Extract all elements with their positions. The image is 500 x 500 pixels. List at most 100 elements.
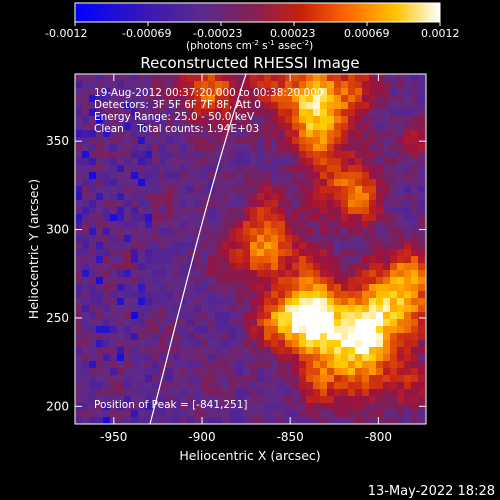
heatmap-cell	[82, 130, 90, 138]
heatmap-cell	[138, 172, 146, 180]
heatmap-cell	[96, 116, 104, 124]
heatmap-cell	[82, 375, 90, 383]
heatmap-cell	[355, 410, 363, 418]
heatmap-cell	[89, 340, 97, 348]
heatmap-cell	[299, 228, 307, 236]
heatmap-cell	[327, 291, 335, 299]
heatmap-cell	[320, 382, 328, 390]
heatmap-cell	[110, 263, 118, 271]
heatmap-cell	[243, 403, 251, 411]
heatmap-cell	[138, 109, 146, 117]
heatmap-cell	[194, 88, 202, 96]
heatmap-cell	[208, 102, 216, 110]
heatmap-cell	[96, 235, 104, 243]
heatmap-cell	[236, 333, 244, 341]
heatmap-cell	[187, 81, 195, 89]
heatmap-cell	[173, 207, 181, 215]
heatmap-cell	[145, 389, 153, 397]
heatmap-cell	[264, 270, 272, 278]
heatmap-cell	[117, 277, 125, 285]
heatmap-cell	[334, 368, 342, 376]
heatmap-cell	[208, 235, 216, 243]
heatmap-cell	[250, 340, 258, 348]
heatmap-cell	[173, 242, 181, 250]
heatmap-cell	[180, 109, 188, 117]
heatmap-cell	[159, 249, 167, 257]
heatmap-cell	[411, 207, 419, 215]
heatmap-cell	[124, 158, 132, 166]
heatmap-cell	[124, 361, 132, 369]
heatmap-cell	[397, 326, 405, 334]
heatmap-cell	[418, 88, 426, 96]
heatmap-cell	[369, 389, 377, 397]
heatmap-cell	[397, 158, 405, 166]
heatmap-cell	[201, 179, 209, 187]
heatmap-cell	[271, 319, 279, 327]
heatmap-cell	[264, 151, 272, 159]
heatmap-cell	[404, 410, 412, 418]
heatmap-cell	[376, 88, 384, 96]
heatmap-cell	[201, 200, 209, 208]
heatmap-cell	[173, 144, 181, 152]
heatmap-cell	[194, 144, 202, 152]
heatmap-cell	[152, 249, 160, 257]
heatmap-cell	[313, 410, 321, 418]
heatmap-cell	[194, 193, 202, 201]
heatmap-cell	[327, 284, 335, 292]
heatmap-cell	[236, 193, 244, 201]
heatmap-cell	[411, 172, 419, 180]
heatmap-cell	[124, 389, 132, 397]
heatmap-cell	[131, 312, 139, 320]
heatmap-cell	[320, 235, 328, 243]
heatmap-cell	[334, 102, 342, 110]
heatmap-cell	[82, 340, 90, 348]
heatmap-cell	[187, 116, 195, 124]
heatmap-cell	[271, 109, 279, 117]
heatmap-cell	[173, 305, 181, 313]
heatmap-cell	[131, 361, 139, 369]
heatmap-cell	[250, 354, 258, 362]
heatmap-cell	[229, 284, 237, 292]
heatmap-cell	[243, 200, 251, 208]
heatmap-cell	[250, 382, 258, 390]
heatmap-cell	[418, 235, 426, 243]
heatmap-cell	[89, 158, 97, 166]
heatmap-cell	[222, 347, 230, 355]
heatmap-cell	[411, 305, 419, 313]
heatmap-cell	[110, 368, 118, 376]
heatmap-cell	[320, 291, 328, 299]
heatmap-cell	[243, 228, 251, 236]
heatmap-cell	[215, 249, 223, 257]
heatmap-cell	[243, 116, 251, 124]
heatmap-cell	[404, 221, 412, 229]
heatmap-cell	[376, 221, 384, 229]
heatmap-cell	[236, 179, 244, 187]
heatmap-cell	[250, 81, 258, 89]
heatmap-cell	[208, 74, 216, 82]
heatmap-cell	[75, 74, 83, 82]
heatmap-cell	[313, 130, 321, 138]
heatmap-cell	[194, 207, 202, 215]
heatmap-cell	[292, 263, 300, 271]
heatmap-cell	[411, 165, 419, 173]
heatmap-cell	[355, 277, 363, 285]
heatmap-cell	[383, 193, 391, 201]
heatmap-cell	[271, 305, 279, 313]
heatmap-cell	[348, 130, 356, 138]
heatmap-cell	[411, 361, 419, 369]
heatmap-cell	[75, 263, 83, 271]
heatmap-cell	[103, 291, 111, 299]
heatmap-cell	[390, 200, 398, 208]
heatmap-cell	[327, 410, 335, 418]
heatmap-cell	[166, 95, 174, 103]
heatmap-cell	[180, 186, 188, 194]
heatmap-cell	[369, 116, 377, 124]
heatmap-cell	[404, 151, 412, 159]
heatmap-cell	[313, 228, 321, 236]
heatmap-cell	[208, 340, 216, 348]
heatmap-cell	[306, 116, 314, 124]
heatmap-cell	[278, 333, 286, 341]
heatmap-cell	[138, 74, 146, 82]
heatmap-cell	[404, 200, 412, 208]
heatmap-cell	[306, 235, 314, 243]
